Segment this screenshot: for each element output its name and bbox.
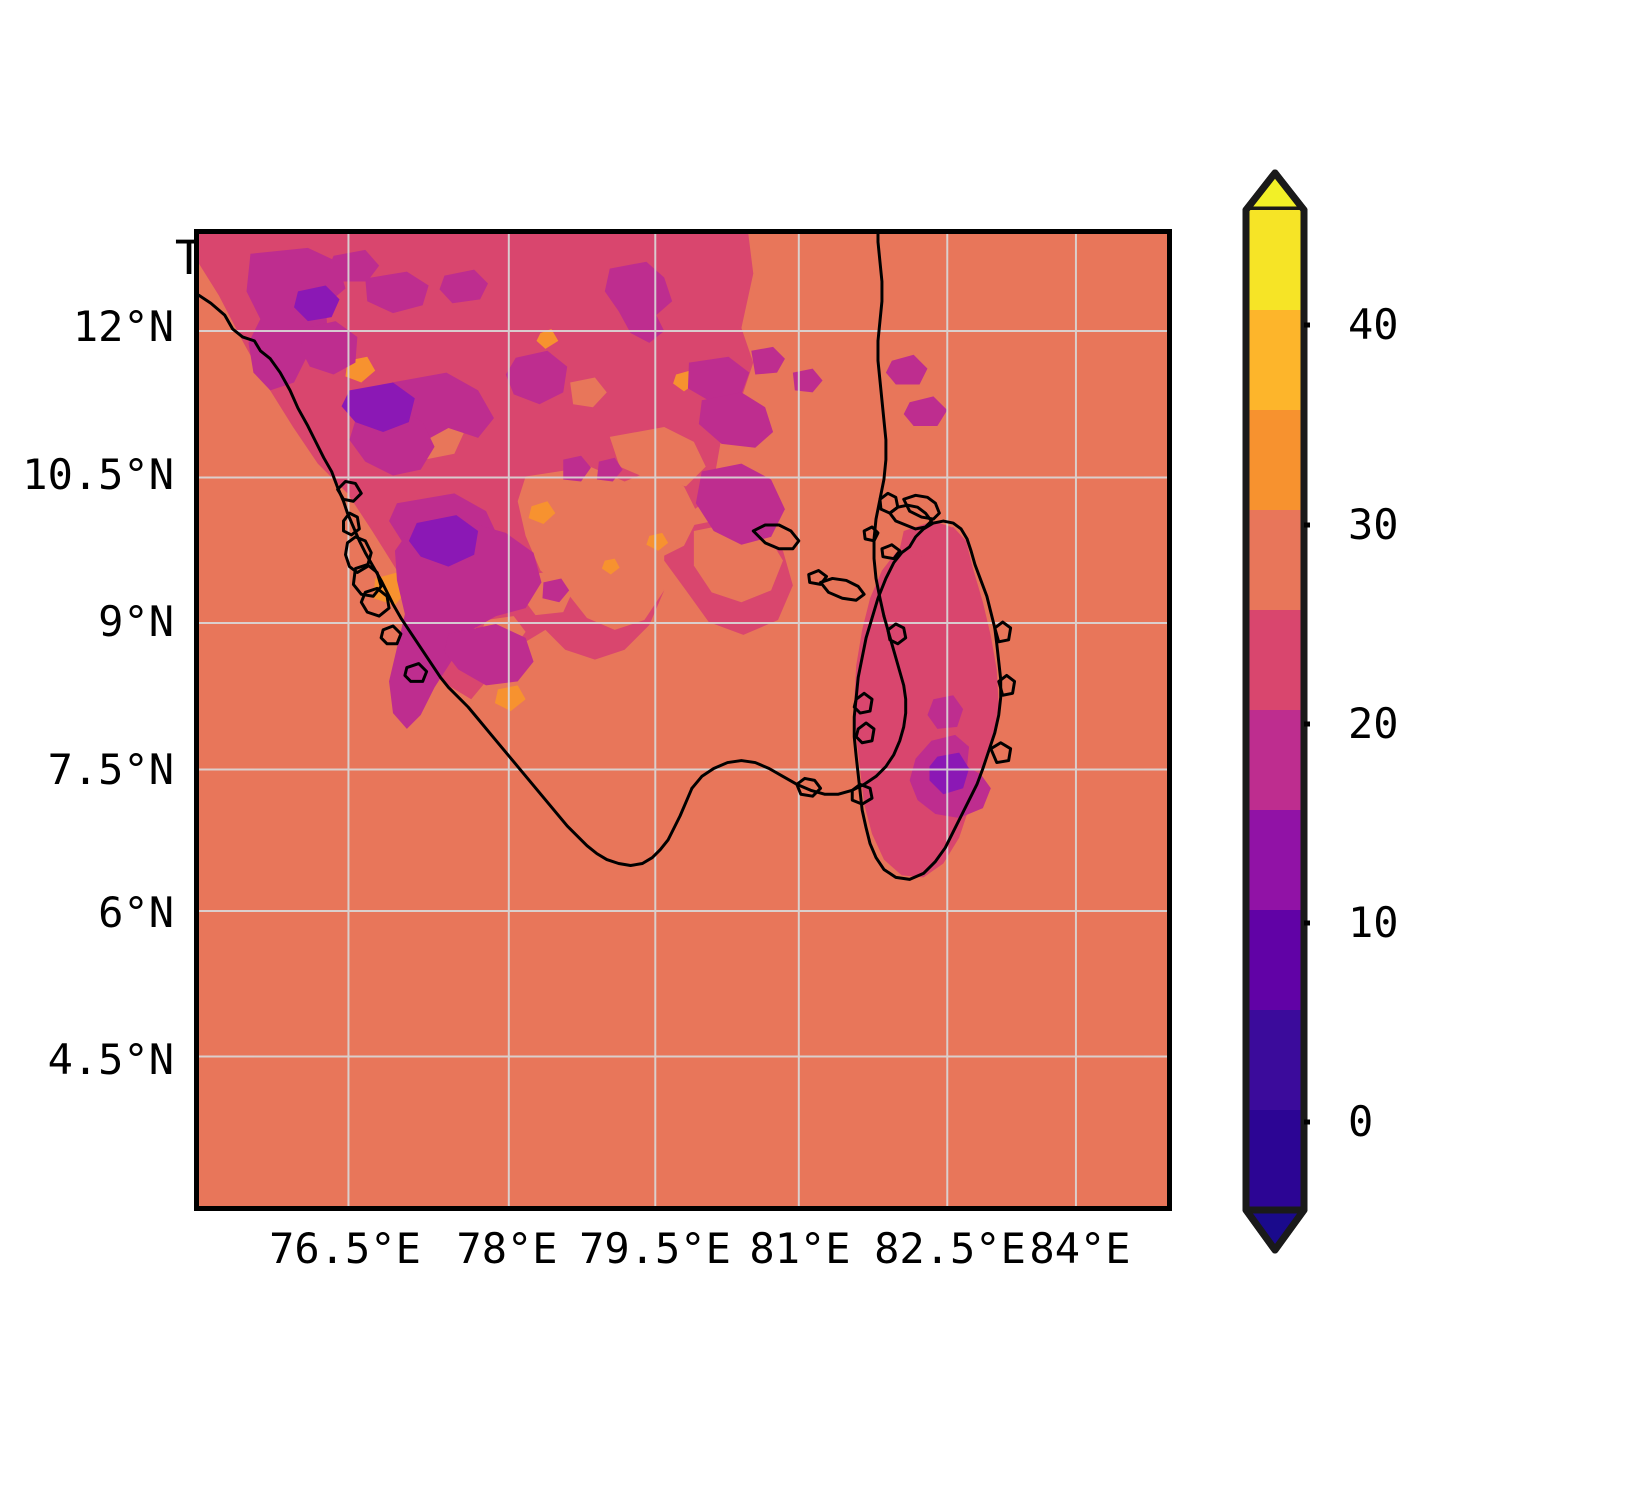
ytick-label: 12°N <box>72 302 174 351</box>
xtick-label: 79.5°E <box>579 1224 731 1273</box>
colorbar-tick-label: 40 <box>1348 300 1399 349</box>
ytick-label: 4.5°N <box>47 1035 174 1084</box>
colorbar-tick-label: 30 <box>1348 500 1399 549</box>
colorbar-tick-label: 10 <box>1348 898 1399 947</box>
ytick-label: 10.5°N <box>22 450 174 499</box>
ytick-label: 7.5°N <box>47 745 174 794</box>
temperature-heatmap <box>199 234 1167 1206</box>
colorbar-tick-label: 0 <box>1348 1097 1374 1146</box>
ytick-label: 9°N <box>98 597 174 646</box>
xtick-label: 84°E <box>1029 1224 1131 1273</box>
map-axes[interactable] <box>194 229 1172 1211</box>
xtick-label: 76.5°E <box>269 1224 421 1273</box>
ytick-label: 6°N <box>98 888 174 937</box>
xtick-label: 82.5°E <box>874 1224 1026 1273</box>
colorbar[interactable] <box>1240 165 1310 1285</box>
colorbar-tick-label: 20 <box>1348 699 1399 748</box>
xtick-label: 81°E <box>749 1224 851 1273</box>
xtick-label: 78°E <box>456 1224 558 1273</box>
